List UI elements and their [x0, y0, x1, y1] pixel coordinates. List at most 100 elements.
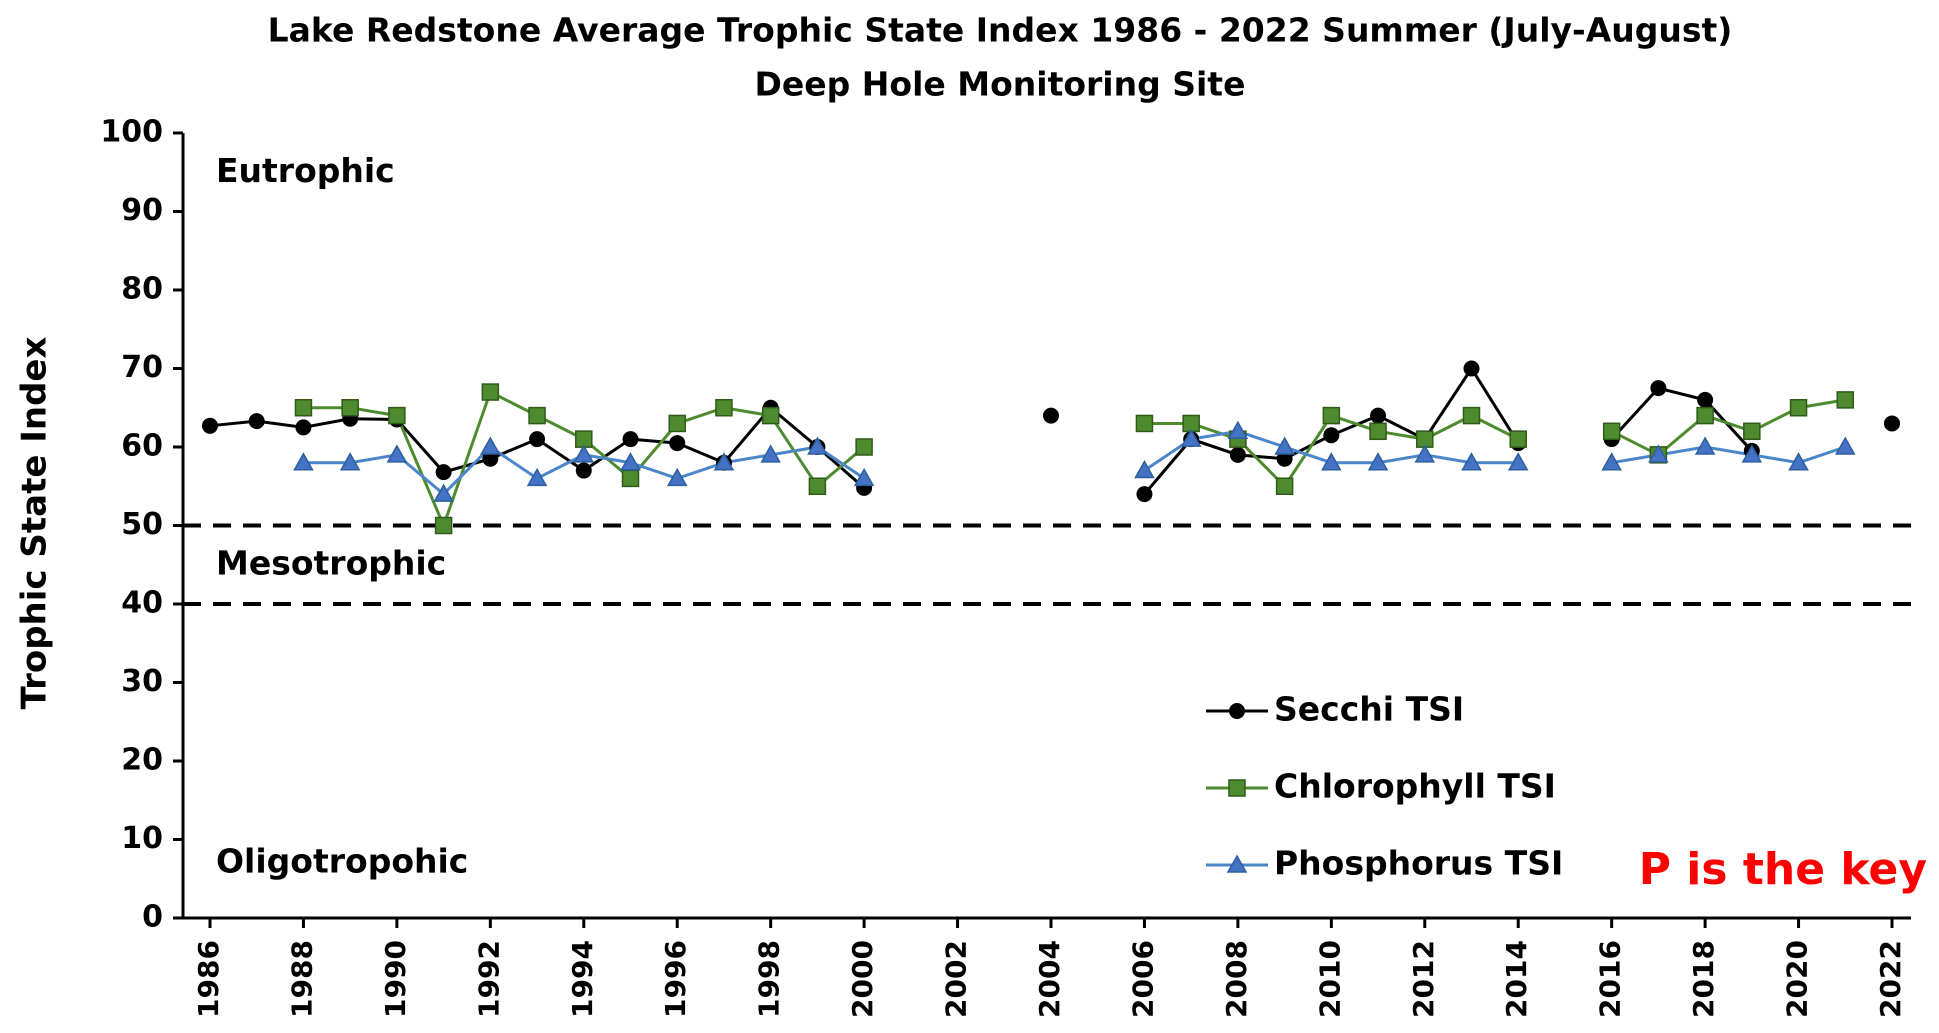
data-point	[760, 444, 781, 463]
data-point	[1650, 380, 1667, 397]
data-point	[1697, 391, 1714, 408]
data-point	[808, 477, 827, 495]
x-tick-label: 2000	[846, 940, 879, 1018]
data-point	[1227, 420, 1249, 440]
data-point	[1789, 399, 1808, 417]
data-point	[1884, 415, 1900, 432]
data-point	[666, 467, 688, 487]
data-point	[1788, 452, 1809, 471]
data-point	[620, 452, 641, 471]
data-point	[1229, 446, 1246, 463]
legend-label: Chlorophyll TSI	[1274, 767, 1556, 806]
x-tick-label: 1994	[566, 940, 599, 1018]
data-point	[248, 413, 265, 430]
data-point	[295, 419, 312, 436]
legend-marker	[1229, 703, 1245, 719]
data-point	[341, 399, 359, 417]
data-point	[1322, 406, 1341, 425]
data-point	[1180, 428, 1202, 447]
data-point	[1462, 406, 1481, 425]
data-point	[1135, 414, 1154, 433]
data-point	[1275, 477, 1294, 495]
x-tick-label: 2022	[1874, 940, 1907, 1018]
data-point	[1136, 486, 1153, 503]
data-point	[388, 406, 406, 425]
data-point	[526, 467, 548, 487]
zone-label: Oligotropohic	[216, 842, 468, 881]
data-point	[669, 435, 686, 452]
zone-label: Eutrophic	[216, 151, 395, 190]
data-point	[1601, 452, 1622, 471]
x-tick-label: 1996	[659, 940, 692, 1018]
data-point	[434, 516, 453, 535]
x-tick-label: 1986	[192, 940, 225, 1018]
x-tick-label: 1990	[379, 940, 412, 1018]
note: P is the key	[1639, 844, 1927, 895]
data-point	[761, 406, 780, 425]
x-tick-label: 2002	[940, 940, 973, 1018]
data-point	[1648, 444, 1669, 463]
data-point	[573, 444, 595, 463]
data-point	[622, 431, 639, 448]
data-point	[435, 464, 452, 481]
y-tick-label: 90	[121, 193, 163, 228]
legend-marker	[1228, 779, 1246, 797]
data-point	[1043, 407, 1059, 424]
data-point	[1694, 436, 1716, 455]
x-tick-label: 2016	[1594, 940, 1627, 1018]
y-tick-label: 60	[121, 429, 163, 464]
data-point	[528, 406, 546, 425]
data-point	[1461, 452, 1482, 471]
x-tick-label: 2010	[1313, 940, 1346, 1018]
legend-label: Phosphorus TSI	[1274, 844, 1563, 883]
data-point	[621, 469, 640, 488]
data-point	[480, 436, 501, 455]
data-point	[1741, 444, 1763, 463]
data-point	[482, 450, 499, 467]
data-point	[575, 462, 592, 479]
x-tick-label: 2014	[1500, 940, 1533, 1018]
data-point	[1370, 407, 1387, 424]
y-tick-label: 10	[121, 821, 163, 856]
y-axis-label: Trophic State Index	[15, 337, 55, 710]
chart-subtitle: Deep Hole Monitoring Site	[755, 65, 1246, 104]
chart-title: Lake Redstone Average Trophic State Inde…	[268, 11, 1733, 50]
data-point	[1321, 452, 1342, 471]
data-point	[1836, 391, 1855, 409]
data-point	[294, 399, 313, 417]
x-tick-label: 2004	[1033, 940, 1066, 1018]
y-tick-label: 50	[121, 507, 163, 542]
data-point	[1367, 452, 1389, 471]
data-point	[481, 383, 500, 401]
data-point	[807, 436, 828, 455]
data-point	[1509, 430, 1527, 448]
data-point	[855, 438, 873, 456]
data-point	[529, 431, 546, 448]
y-tick-label: 20	[121, 743, 163, 778]
data-point	[1274, 436, 1295, 455]
data-point	[1507, 452, 1529, 471]
y-tick-label: 30	[121, 664, 163, 699]
x-tick-label: 2012	[1407, 940, 1440, 1018]
data-point	[1134, 460, 1155, 479]
data-point	[1743, 422, 1761, 441]
y-tick-label: 0	[142, 900, 163, 935]
data-point	[1276, 450, 1293, 467]
data-point	[713, 452, 735, 471]
zone-label: Mesotrophic	[216, 543, 446, 582]
y-tick-label: 40	[121, 586, 163, 621]
data-point	[1696, 406, 1714, 425]
y-tick-label: 100	[100, 115, 163, 150]
x-tick-label: 1988	[285, 940, 318, 1018]
data-point	[1834, 436, 1856, 455]
data-point	[293, 452, 314, 471]
x-tick-label: 2006	[1126, 940, 1159, 1018]
data-point	[715, 399, 733, 417]
data-point	[1602, 422, 1621, 441]
data-point	[433, 483, 454, 502]
data-point	[853, 467, 875, 487]
y-tick-label: 70	[121, 350, 163, 385]
data-point	[339, 452, 361, 471]
data-point	[386, 444, 408, 463]
y-tick-label: 80	[121, 272, 163, 307]
